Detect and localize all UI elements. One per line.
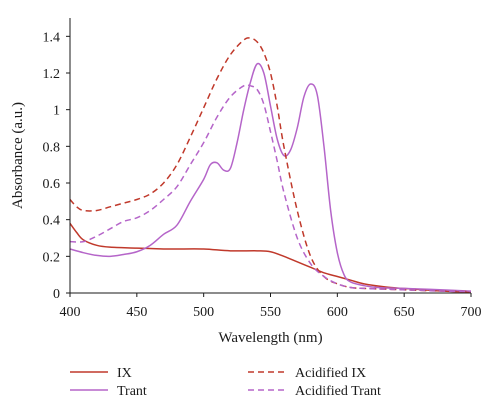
x-tick-label: 400 [60, 305, 81, 320]
series-layer [69, 37, 472, 293]
x-tick-label: 450 [126, 305, 147, 320]
y-tick-label: 1 [53, 104, 60, 119]
y-tick-label: 0.6 [43, 177, 61, 192]
y-ticks: 0 0.2 0.4 0.6 0.8 1 1.2 1.4 [43, 30, 70, 302]
y-tick-label: 1.4 [43, 30, 61, 45]
x-tick-label: 550 [260, 305, 281, 320]
legend-label-ix: IX [117, 366, 132, 381]
legend-label-trant: Trant [117, 384, 147, 399]
y-tick-label: 1.2 [43, 67, 61, 82]
series-line-trant [69, 62, 472, 292]
series-line-ix [69, 222, 472, 293]
x-tick-label: 600 [327, 305, 348, 320]
x-axis-title: Wavelength (nm) [218, 330, 322, 346]
y-tick-label: 0.2 [43, 250, 61, 265]
x-tick-label: 700 [461, 305, 482, 320]
legend-label-acidified-trant: Acidified Trant [295, 384, 381, 399]
y-axis-title: Absorbance (a.u.) [10, 102, 26, 209]
y-tick-label: 0.4 [43, 214, 61, 229]
x-tick-label: 500 [193, 305, 214, 320]
x-ticks: 400 450 500 550 600 650 700 [60, 293, 482, 320]
legend: IX Trant Acidified IX Acidified Trant [70, 366, 381, 399]
legend-label-acidified-ix: Acidified IX [295, 366, 366, 381]
series-line-acidified-trant [69, 84, 472, 293]
y-tick-label: 0 [53, 287, 60, 302]
y-tick-label: 0.8 [43, 140, 61, 155]
x-tick-label: 650 [394, 305, 415, 320]
